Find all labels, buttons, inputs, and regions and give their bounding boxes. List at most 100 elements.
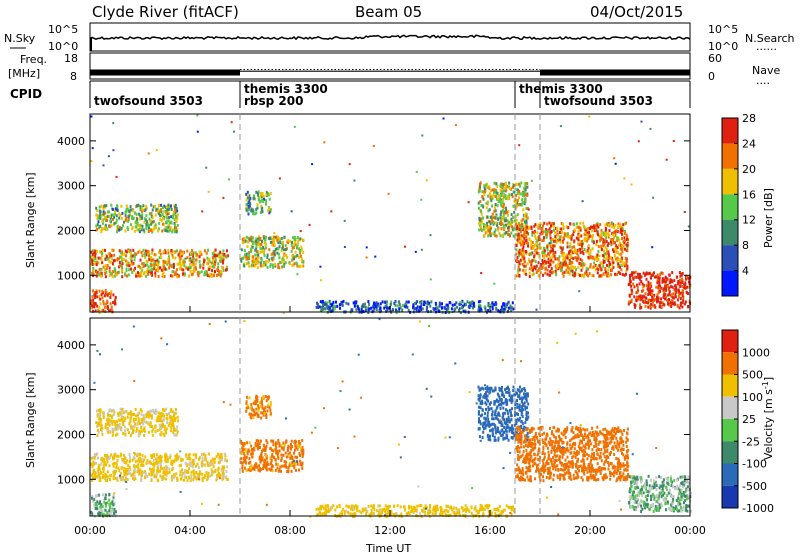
scatter-cell xyxy=(481,190,484,194)
scatter-cell xyxy=(263,252,265,255)
scatter-cell xyxy=(323,141,326,144)
scatter-cell xyxy=(105,267,108,270)
scatter-cell xyxy=(600,231,603,235)
scatter-cell xyxy=(121,458,124,461)
scatter-cell xyxy=(501,308,504,312)
scatter-cell xyxy=(683,283,686,287)
scatter-cell xyxy=(501,186,504,190)
scatter-cell xyxy=(627,302,630,306)
scatter-cell xyxy=(170,251,173,255)
scatter-cell xyxy=(102,416,105,420)
scatter-cell xyxy=(670,302,673,306)
scatter-cell xyxy=(498,513,501,517)
scatter-cell xyxy=(134,477,137,481)
scatter-cell xyxy=(518,268,521,272)
scatter-cell xyxy=(615,259,618,263)
scatter-cell xyxy=(415,508,418,512)
scatter-cell xyxy=(534,237,537,241)
scatter-cell xyxy=(99,224,102,228)
scatter-cell xyxy=(160,455,163,459)
scatter-cell xyxy=(273,252,276,256)
scatter-cell xyxy=(172,459,175,463)
scatter-cell xyxy=(213,457,216,461)
scatter-cell xyxy=(128,453,131,456)
scatter-cell xyxy=(294,243,297,247)
scatter-cell xyxy=(214,469,217,473)
scatter-cell xyxy=(536,246,539,250)
scatter-cell xyxy=(339,515,342,519)
scatter-cell xyxy=(178,455,181,459)
scatter-cell xyxy=(111,430,114,434)
scatter-cell xyxy=(132,476,134,480)
scatter-cell xyxy=(365,309,367,312)
scatter-cell xyxy=(133,471,136,475)
scatter-cell xyxy=(527,208,530,211)
scatter-cell xyxy=(277,439,280,442)
scatter-cell xyxy=(583,236,586,240)
scatter-cell xyxy=(140,267,143,271)
scatter-cell xyxy=(668,273,671,277)
scatter-cell xyxy=(393,513,396,516)
scatter-cell xyxy=(533,265,536,269)
scatter-cell xyxy=(141,262,144,266)
scatter-cell xyxy=(319,300,322,304)
scatter-cell xyxy=(107,422,109,426)
scatter-cell xyxy=(161,213,164,217)
scatter-cell xyxy=(269,408,272,412)
scatter-cell xyxy=(586,233,589,237)
scatter-cell xyxy=(113,221,116,225)
scatter-cell xyxy=(131,262,134,266)
scatter-cell xyxy=(519,230,522,234)
scatter-cell xyxy=(545,235,548,239)
scatter-cell xyxy=(599,266,602,270)
scatter-cell xyxy=(607,268,610,272)
scatter-cell xyxy=(166,459,169,463)
scatter-cell xyxy=(679,284,682,288)
scatter-cell xyxy=(120,259,123,263)
scatter-cell xyxy=(138,422,141,426)
scatter-cell xyxy=(503,219,506,223)
scatter-cell xyxy=(684,286,687,290)
scatter-cell xyxy=(99,428,102,432)
scatter-cell xyxy=(162,217,164,220)
scatter-cell xyxy=(108,210,111,214)
scatter-cell xyxy=(393,504,396,508)
scatter-cell xyxy=(170,429,172,433)
scatter-cell xyxy=(144,274,147,278)
scatter-cell xyxy=(484,225,487,229)
scatter-cell xyxy=(603,249,605,253)
scatter-cell xyxy=(482,216,484,220)
scatter-cell xyxy=(555,264,558,268)
scatter-cell xyxy=(659,273,662,277)
scatter-cell xyxy=(591,266,594,270)
scatter-cell xyxy=(500,513,502,517)
scatter-cell xyxy=(673,279,676,283)
scatter-cell xyxy=(127,215,130,218)
scatter-cell xyxy=(625,263,627,267)
scatter-cell xyxy=(647,282,650,286)
scatter-cell xyxy=(161,407,164,411)
scatter-cell xyxy=(146,411,149,415)
scatter-cell xyxy=(554,231,557,235)
scatter-cell xyxy=(97,408,100,412)
scatter-cell xyxy=(524,220,526,224)
scatter-cell xyxy=(219,274,222,278)
scatter-cell xyxy=(130,412,133,416)
scatter-cell xyxy=(517,268,520,272)
scatter-cell xyxy=(159,249,162,253)
scatter-cell xyxy=(493,188,496,192)
scatter-cell xyxy=(503,210,506,214)
scatter-cell xyxy=(180,267,183,271)
scatter-cell xyxy=(99,408,102,412)
scatter-cell xyxy=(618,238,621,242)
scatter-cell xyxy=(324,507,327,511)
scatter-cell xyxy=(533,258,536,262)
scatter-cell xyxy=(499,216,502,220)
scatter-cell xyxy=(518,183,521,187)
freq-left-tick-top: 18 xyxy=(64,52,78,65)
scatter-cell xyxy=(206,256,209,260)
scatter-cell xyxy=(513,210,516,214)
scatter-cell xyxy=(245,406,248,410)
scatter-cell xyxy=(158,458,161,462)
scatter-cell xyxy=(595,265,598,268)
